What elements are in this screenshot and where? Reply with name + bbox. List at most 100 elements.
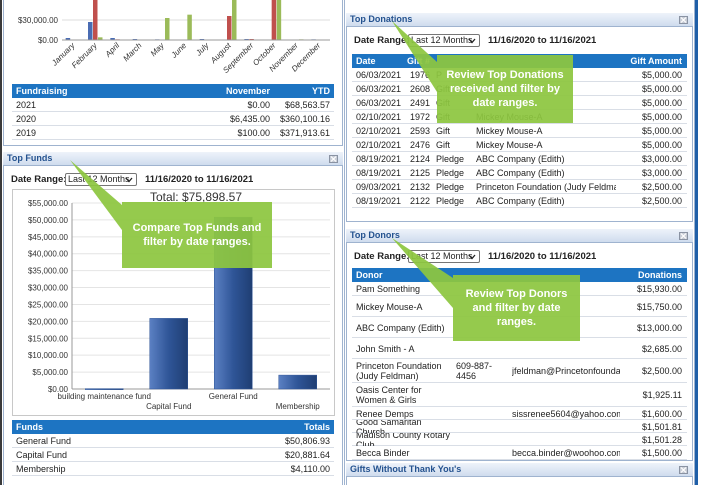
table-cell: 06/03/2021 (356, 70, 402, 80)
table-cell: $371,913.61 (279, 128, 330, 138)
table-cell: $100.00 (237, 128, 270, 138)
table-cell: $1,501.28 (641, 434, 682, 445)
table-row (352, 194, 687, 208)
callout: Compare Top Funds and filter by date ran… (122, 202, 272, 268)
y-tick-label: $15,000.00 (28, 334, 69, 343)
date-range-label: Date Range: (354, 250, 410, 262)
table-cell: $50,806.93 (284, 436, 330, 446)
close-button[interactable] (679, 466, 688, 474)
bar (276, 0, 282, 41)
table-row (352, 124, 687, 138)
table-cell: ABC Company (Edith) (476, 168, 565, 178)
table-row (352, 110, 687, 124)
table-cell: 08/19/2021 (356, 168, 402, 178)
column-header: YTD (312, 86, 330, 96)
panel-title: Top Donors (346, 229, 693, 243)
x-tick-label: Capital Fund (146, 402, 191, 411)
y-tick-label: $30,000.00 (18, 16, 59, 25)
table-cell: 06/03/2021 (356, 84, 402, 94)
table-cell: John Smith - A (356, 343, 415, 354)
table-cell: $6,435.00 (229, 114, 270, 124)
table-cell: Pledge (436, 168, 465, 178)
close-button[interactable] (679, 232, 688, 240)
table-cell: 2608 (409, 84, 430, 94)
column-header: Funds (16, 422, 43, 432)
table-cell: jfeldman@Princetonfoundation.o (512, 366, 620, 376)
table-cell: ABC Company (Edith) (356, 322, 445, 333)
table-cell: Pledge (436, 196, 465, 206)
bar (165, 18, 170, 40)
bar (98, 37, 103, 40)
table-cell: 06/03/2021 (356, 98, 402, 108)
table-cell: 609-887-4456 (456, 361, 493, 381)
table-cell: 2019 (16, 128, 37, 138)
date-range-label: Date Range: (11, 173, 67, 185)
table-row (352, 383, 687, 407)
table-row (352, 166, 687, 180)
table-row (12, 434, 334, 448)
table-cell: 08/19/2021 (356, 196, 402, 206)
x-tick-label: July (193, 40, 211, 58)
table-cell: $1,501.81 (641, 421, 682, 432)
chevron (468, 38, 476, 44)
table-cell: 09/03/2021 (356, 182, 402, 192)
y-tick-label: $0.00 (48, 385, 69, 394)
table-cell: Mickey Mouse-A (476, 126, 543, 136)
chart-title: Total: $75,898.57 (150, 190, 242, 204)
select-value: Last 12 Months (68, 174, 130, 184)
x-tick-label: February (70, 40, 100, 70)
y-tick-label: $30,000.00 (28, 284, 69, 293)
column-header: November (225, 86, 270, 96)
table-cell: Good Samaritan Church (356, 420, 422, 433)
callout-pointer (392, 21, 437, 92)
table-cell: 02/10/2021 (356, 140, 402, 150)
table-row (352, 359, 687, 383)
close-button[interactable] (329, 155, 338, 163)
callout: Review Top Donors and filter by date ran… (453, 275, 580, 341)
table-cell: $0.00 (247, 100, 270, 110)
bar (88, 22, 93, 40)
table-cell: Gift (436, 140, 451, 150)
column-header: Totals (304, 422, 330, 432)
table-cell: 2476 (409, 140, 430, 150)
table-cell: Becca Binder (356, 448, 410, 458)
table-cell: ABC Company (Edith) (476, 154, 565, 164)
table-header (12, 420, 334, 434)
date-range-select[interactable]: Last 12 Months (408, 34, 480, 47)
table-cell: Pam Something (356, 284, 421, 294)
table-row (352, 420, 687, 433)
table-cell: Mickey Mouse-A (356, 301, 423, 312)
table-row (12, 448, 334, 462)
table-cell: becca.binder@woohoo.com (512, 448, 620, 458)
table-cell: Princeton Foundation (Judy Feldman) (356, 361, 442, 381)
select-value: Last 12 Months (411, 251, 473, 261)
callout-pointer (70, 160, 122, 230)
table-cell: 2124 (409, 154, 430, 164)
y-tick-label: $40,000.00 (28, 250, 69, 259)
column-header: Donor (356, 270, 383, 280)
x-tick-label: building maintenance fund (58, 392, 151, 401)
panel-title: Gifts Without Thank You's (346, 463, 693, 477)
close-button[interactable] (679, 16, 688, 24)
table-cell: $4,110.00 (290, 464, 330, 474)
bar (227, 16, 232, 40)
table-cell: Princeton Foundation (Judy Feldman) (476, 182, 616, 192)
fundraising-panel (3, 0, 343, 146)
y-tick-label: $55,000.00 (28, 199, 69, 208)
y-tick-label: $45,000.00 (28, 233, 69, 242)
x-tick-label: Membership (276, 402, 321, 411)
table-cell: 2125 (409, 168, 430, 178)
date-range-text: 11/16/2020 to 11/16/2021 (145, 173, 254, 185)
date-range-label: Date Range: (354, 34, 410, 46)
table-cell: $2,500.00 (641, 366, 682, 376)
table-cell: Mickey Mouse-A (476, 140, 543, 150)
table-cell: Pledge (436, 182, 465, 192)
table-cell: $5,000.00 (641, 112, 682, 122)
table-cell: $2,685.00 (641, 343, 682, 354)
table-row (12, 98, 334, 112)
table-cell: 1976 (409, 70, 430, 80)
callout-pointer (392, 238, 453, 308)
x-tick-label: June (169, 41, 189, 61)
table-cell: 02/10/2021 (356, 112, 402, 122)
y-tick-label: $35,000.00 (28, 267, 69, 276)
